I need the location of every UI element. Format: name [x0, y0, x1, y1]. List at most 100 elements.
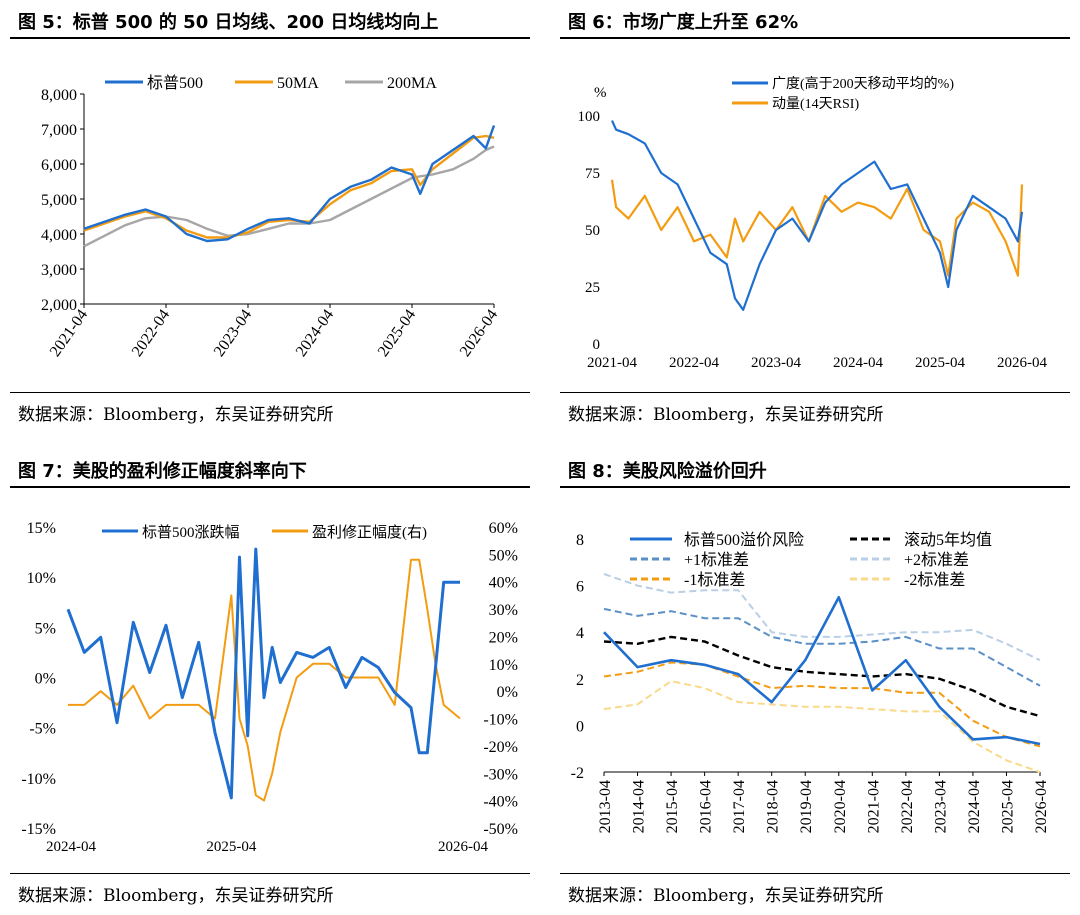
legend-label: 动量(14天RSI)	[772, 96, 859, 112]
figure-5-panel: 图 5：标普 500 的 50 日均线、200 日均线均向上 2,000 3,00…	[10, 6, 530, 426]
legend-label: 广度(高于200天移动平均的%)	[772, 75, 954, 92]
y-right-tick-label: -40%	[483, 794, 518, 811]
y-left-tick-label: -15%	[21, 821, 56, 838]
y-right-tick-label: -10%	[483, 712, 518, 729]
y-tick-label: 0	[576, 718, 584, 735]
y-left-tick-label: 10%	[27, 570, 56, 587]
x-tick-label: 2024-04	[293, 307, 338, 360]
y-tick-label: 2	[576, 672, 584, 689]
x-tick-label: 2022-04	[669, 355, 719, 371]
x-tick-label: 2024-04	[46, 839, 96, 855]
x-tick-label: 2017-04	[731, 780, 748, 833]
series-line-2	[610, 179, 1024, 277]
figure-6-source: 数据来源：Bloomberg，东吴证券研究所	[568, 405, 884, 425]
y-unit-label: %	[594, 85, 607, 101]
x-tick-label: 2016-04	[698, 780, 715, 833]
x-tick-label: 2015-04	[664, 780, 681, 833]
x-tick-label: 2023-04	[751, 355, 801, 371]
x-tick-label: 2014-04	[631, 780, 648, 833]
y-right-tick-label: -20%	[483, 739, 518, 756]
legend-label: 滚动5年均值	[904, 531, 992, 549]
figure-5-chart: 2,000 3,000 4,000 5,000 6,000 7,000 8,000 2021-…	[41, 74, 502, 360]
figure-7-title-rule	[10, 486, 530, 488]
figure-7-panel: 图 7：美股的盈利修正幅度斜率向下 -15% -10% -5% 0% 5% 10% 15% -…	[10, 455, 530, 910]
y-tick-label: 5,000	[41, 192, 77, 209]
y-left-tick-label: 0%	[35, 671, 56, 688]
y-tick-label: 75	[585, 166, 600, 182]
y-tick-label: 8	[576, 532, 584, 549]
figure-5-bottom-rule	[10, 392, 530, 393]
figure-6-title-rule	[560, 37, 1070, 39]
y-tick-label: 100	[578, 109, 601, 125]
y-tick-label: 6,000	[41, 157, 77, 174]
x-tick-label: 2020-04	[832, 780, 849, 833]
series-line-6	[603, 680, 1041, 773]
series-line-sp500-change	[66, 547, 460, 800]
x-tick-label: 2022-04	[899, 780, 916, 833]
x-tick-label: 2025-04	[206, 839, 256, 855]
series-line-earnings-revision	[68, 558, 461, 802]
y-left-tick-label: -10%	[21, 771, 56, 788]
figure-6-title: 图 6：市场广度上升至 62%	[568, 12, 799, 33]
figure-7-bottom-rule	[10, 873, 530, 874]
x-tick-label: 2026-04	[457, 307, 502, 360]
series-line-2	[83, 134, 495, 239]
figure-7-title: 图 7：美股的盈利修正幅度斜率向下	[18, 461, 307, 482]
series-line-1	[603, 596, 1041, 746]
y-tick-label: 50	[585, 223, 600, 239]
series-line-4	[603, 573, 1041, 662]
y-right-tick-label: 60%	[489, 520, 518, 537]
y-right-tick-label: 30%	[489, 602, 518, 619]
y-tick-label: 7,000	[41, 122, 77, 139]
legend-label: 标普500溢价风险	[684, 531, 804, 549]
x-tick-label: 2022-04	[129, 307, 174, 360]
legend-label: +2标准差	[904, 551, 969, 569]
legend-label: -1标准差	[684, 571, 745, 589]
y-tick-label: 4,000	[41, 227, 77, 244]
series-line-1	[83, 125, 496, 243]
figure-7-source: 数据来源：Bloomberg，东吴证券研究所	[18, 886, 334, 906]
x-tick-label: 2013-04	[597, 780, 614, 833]
y-tick-label: 0	[593, 337, 601, 353]
y-right-tick-label: 20%	[489, 629, 518, 646]
figure-8-panel: 图 8：美股风险溢价回升 -2 0 2 4 6 8 2013-04 2014-04 2015-0…	[560, 455, 1070, 910]
y-tick-label: 3,000	[41, 262, 77, 279]
figure-5-source: 数据来源：Bloomberg，东吴证券研究所	[18, 405, 334, 425]
y-left-tick-label: 5%	[35, 620, 56, 637]
figure-5-title: 图 5：标普 500 的 50 日均线、200 日均线均向上	[18, 12, 439, 33]
legend-label: +1标准差	[684, 551, 749, 569]
legend-label: 50MA	[277, 75, 319, 92]
y-right-tick-label: 50%	[489, 547, 518, 564]
x-tick-label: 2023-04	[932, 780, 949, 833]
x-tick-label: 2023-04	[211, 307, 256, 360]
x-tick-label: 2026-04	[438, 839, 488, 855]
series-line-3	[83, 145, 495, 248]
figure-6-bottom-rule	[560, 392, 1070, 393]
x-tick-label: 2024-04	[966, 780, 983, 833]
figure-8-bottom-rule	[560, 873, 1070, 874]
series-line-3	[603, 607, 1041, 687]
y-right-tick-label: 0%	[497, 684, 518, 701]
y-right-tick-label: -50%	[483, 821, 518, 838]
y-right-tick-label: -30%	[483, 766, 518, 783]
figure-7-chart: -15% -10% -5% 0% 5% 10% 15% -50% -40% -30% -20% -10…	[21, 520, 518, 855]
y-tick-label: 8,000	[41, 87, 77, 104]
x-tick-label: 2021-04	[47, 307, 92, 360]
y-tick-label: 25	[585, 280, 600, 296]
x-tick-label: 2021-04	[587, 355, 637, 371]
x-tick-label: 2019-04	[798, 780, 815, 833]
y-tick-label: 2,000	[41, 297, 77, 314]
figure-8-title-rule	[560, 486, 1070, 488]
legend-label: 200MA	[387, 75, 437, 92]
series-line-2	[603, 635, 1041, 718]
figure-6-panel: 图 6：市场广度上升至 62% % 0 25 50 75 100 2021-04 2022-0…	[560, 6, 1070, 426]
y-tick-label: 6	[576, 579, 584, 596]
legend-label: 标普500	[147, 74, 203, 92]
legend-label: 盈利修正幅度(右)	[312, 524, 427, 541]
figure-8-title: 图 8：美股风险溢价回升	[568, 461, 767, 482]
x-tick-label: 2025-04	[915, 355, 965, 371]
y-right-tick-label: 10%	[489, 657, 518, 674]
x-tick-label: 2024-04	[833, 355, 883, 371]
legend-label: -2标准差	[904, 571, 965, 589]
y-left-tick-label: -5%	[29, 721, 56, 738]
